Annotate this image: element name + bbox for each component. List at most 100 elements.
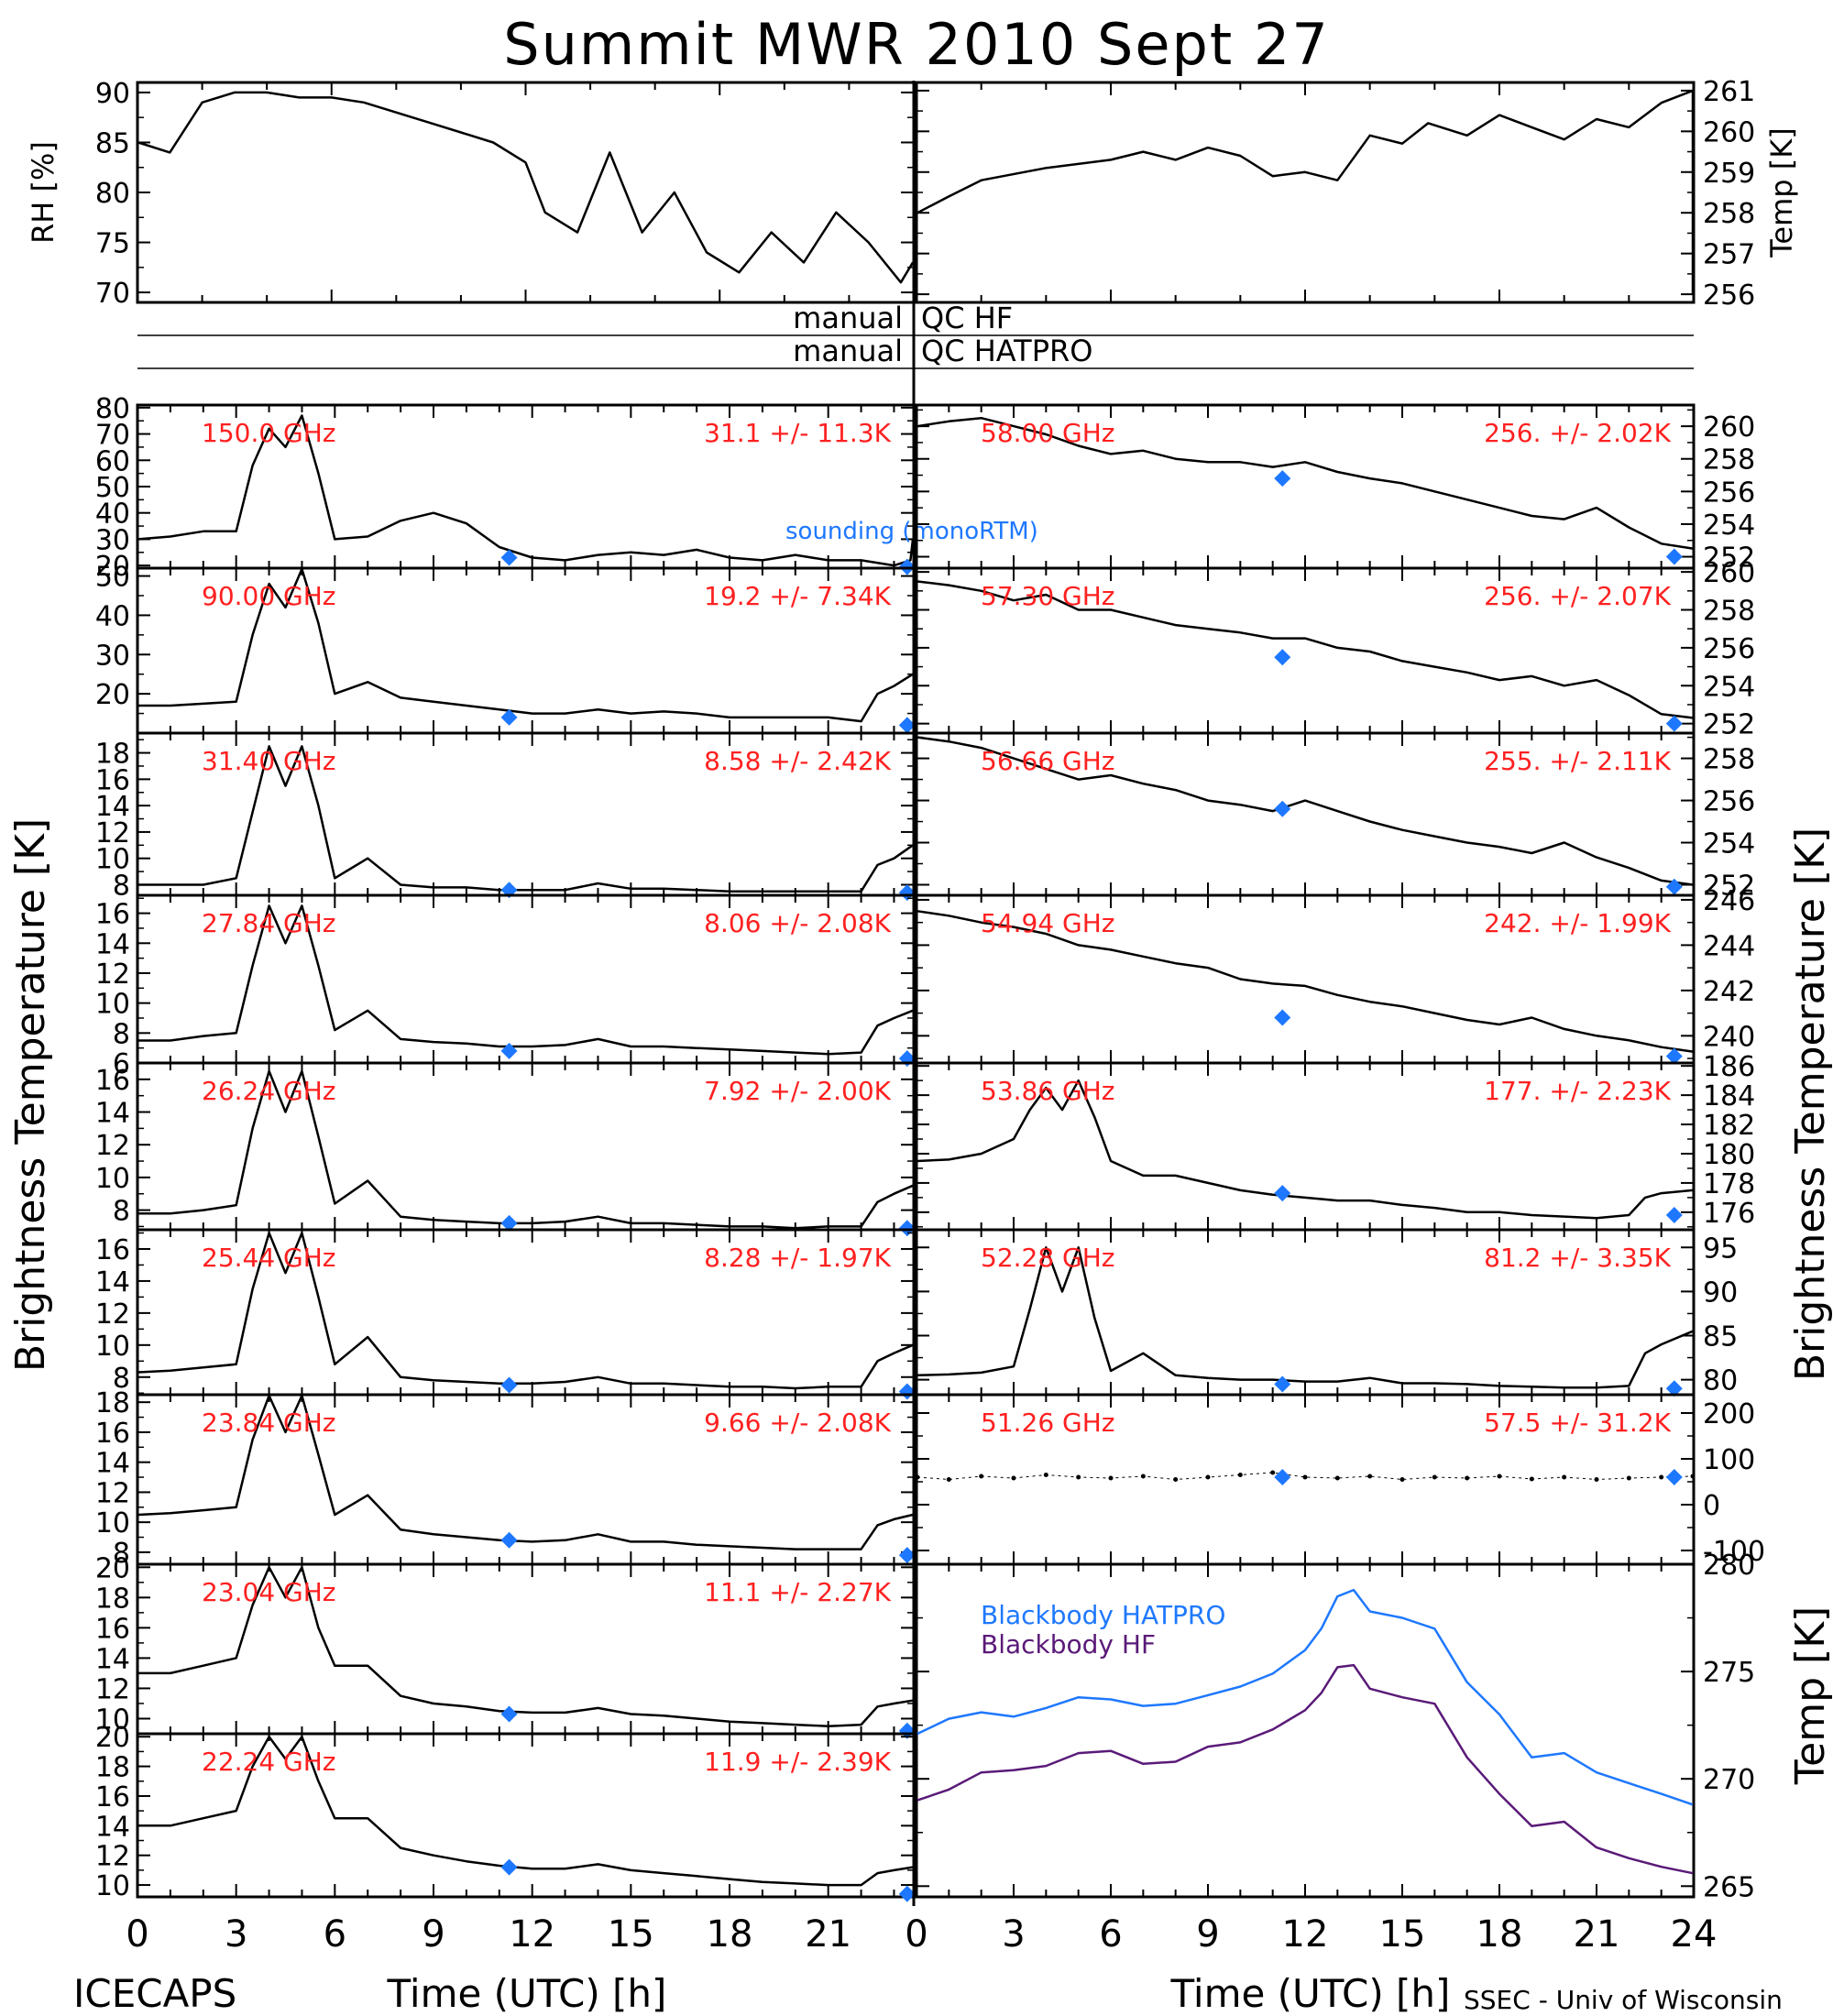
- y-tick-label: 85: [95, 127, 130, 159]
- series-line: [137, 414, 915, 567]
- frequency-label: 90.00 GHz: [202, 581, 336, 611]
- panel-frame: [915, 81, 1696, 304]
- y-tick-label: 8: [113, 1363, 130, 1395]
- y-tick-label: 16: [95, 1613, 130, 1645]
- y-tick-label: 0: [1703, 1490, 1720, 1522]
- y-tick-label: 184: [1703, 1080, 1755, 1112]
- y-tick-label: 12: [95, 1477, 130, 1509]
- y-tick-label: 256: [1703, 279, 1755, 312]
- y-tick-label: 8: [113, 1196, 130, 1228]
- sounding-marker: [1665, 1469, 1683, 1485]
- y-tick-label: 18: [95, 1752, 130, 1784]
- frequency-label: 26.24 GHz: [202, 1076, 336, 1106]
- y-tick-label: 20: [95, 1552, 130, 1584]
- y-tick-label: 10: [95, 1870, 130, 1902]
- frequency-label: 150.0 GHz: [202, 418, 336, 448]
- series-line: [138, 1735, 914, 1887]
- y-tick-label: 275: [1703, 1657, 1755, 1689]
- panel-tb52: 80 85 90 95 52.28 GHz 81.2 +/- 3.35K: [915, 1228, 1738, 1397]
- panel-tb57: 252 254 256 258 260 57.30 GHz 256. +/- 2.07K: [915, 557, 1755, 741]
- stats-label: 19.2 +/- 7.34K: [704, 581, 891, 611]
- y-tick-label: 8: [113, 1538, 130, 1570]
- sounding-marker: [898, 884, 916, 902]
- y-tick-label: 182: [1703, 1110, 1755, 1142]
- y-tick-label: 90: [95, 78, 130, 110]
- series-line: [916, 1079, 1694, 1220]
- series-line: [916, 736, 1694, 886]
- stats-label: 11.9 +/- 2.39K: [704, 1747, 891, 1777]
- sounding-marker: [1665, 1207, 1683, 1224]
- y-tick-label: 18: [95, 739, 130, 771]
- y-tick-label: 14: [95, 1811, 130, 1843]
- stats-label: 242. +/- 1.99K: [1484, 908, 1671, 938]
- x-tick-label-right: 15: [1379, 1913, 1426, 1956]
- y-tick-label: 176: [1703, 1198, 1755, 1230]
- data-point: [1270, 1470, 1276, 1475]
- y-tick-label: 14: [95, 791, 130, 823]
- series-line: [916, 416, 1694, 550]
- series-line: [916, 910, 1694, 1053]
- y-tick-label: 10: [95, 1507, 130, 1539]
- y-tick-label: 70: [95, 278, 130, 310]
- sounding-marker: [898, 717, 916, 734]
- y-tick-label: 258: [1703, 744, 1755, 776]
- sounding-legend: sounding (monoRTM): [785, 518, 1038, 545]
- y-tick-label: 14: [95, 1643, 130, 1675]
- y-tick-label: 95: [1703, 1233, 1738, 1265]
- frequency-label: 27.84 GHz: [202, 908, 336, 938]
- y-tick-label: 16: [95, 1781, 130, 1813]
- y-tick-label: 14: [95, 1266, 130, 1298]
- x-tick-label-left: 3: [225, 1913, 247, 1956]
- y-tick-label: 6: [113, 1048, 130, 1080]
- y-tick-label: 8: [113, 870, 130, 902]
- x-tick-label-left: 21: [805, 1913, 851, 1956]
- series-line: [138, 1566, 914, 1727]
- y-tick-label: 14: [95, 928, 130, 960]
- y-tick-label: 40: [95, 499, 130, 531]
- y-tick-label: 252: [1703, 871, 1755, 903]
- y-tick-label: 20: [95, 679, 130, 711]
- series-line: [138, 567, 914, 723]
- frequency-label: 57.30 GHz: [981, 581, 1115, 611]
- y-axis-label: Temp [K]: [1764, 127, 1799, 257]
- y-tick-label: 256: [1703, 633, 1755, 665]
- data-point: [979, 1474, 984, 1479]
- y-tick-label: 14: [95, 1098, 130, 1130]
- frequency-label: 52.28 GHz: [981, 1243, 1115, 1273]
- x-tick-label-right: 21: [1574, 1913, 1620, 1956]
- y-tick-label: 260: [1703, 116, 1755, 148]
- y-tick-label: 12: [95, 1298, 130, 1331]
- y-tick-label: 80: [95, 178, 130, 210]
- y-tick-label: 70: [95, 420, 130, 452]
- x-tick-label-left: 0: [126, 1913, 148, 1956]
- panel-tb56: 252 254 256 258 56.66 GHz 255. +/- 2.11K: [915, 731, 1755, 903]
- frequency-label: 23.84 GHz: [202, 1408, 336, 1438]
- data-point: [1465, 1475, 1470, 1481]
- series-line: [138, 904, 914, 1056]
- y-tick-label: 10: [95, 844, 130, 876]
- y-tick-label: 180: [1703, 1139, 1755, 1171]
- series-line: [137, 1394, 914, 1550]
- y-tick-label: 8: [113, 1018, 130, 1050]
- x-tick-label-right: 9: [1196, 1913, 1219, 1956]
- y-tick-label: 258: [1703, 444, 1755, 477]
- sounding-marker: [1274, 470, 1291, 488]
- frequency-label: 22.24 GHz: [202, 1747, 336, 1777]
- y-tick-label: 178: [1703, 1168, 1755, 1200]
- y-tick-label: 90: [1703, 1276, 1738, 1309]
- page-title: Summit MWR 2010 Sept 27: [503, 11, 1330, 78]
- y-tick-label: 260: [1703, 557, 1755, 589]
- y-tick-label: 257: [1703, 239, 1755, 271]
- sounding-marker: [1274, 1185, 1291, 1202]
- y-tick-label: 261: [1703, 76, 1755, 108]
- y-tick-label: 12: [95, 1673, 130, 1705]
- legend-entry: Blackbody HF: [981, 1629, 1156, 1660]
- sounding-marker: [500, 1376, 518, 1394]
- series-line: [137, 1232, 914, 1390]
- y-axis-label: RH [%]: [26, 141, 60, 244]
